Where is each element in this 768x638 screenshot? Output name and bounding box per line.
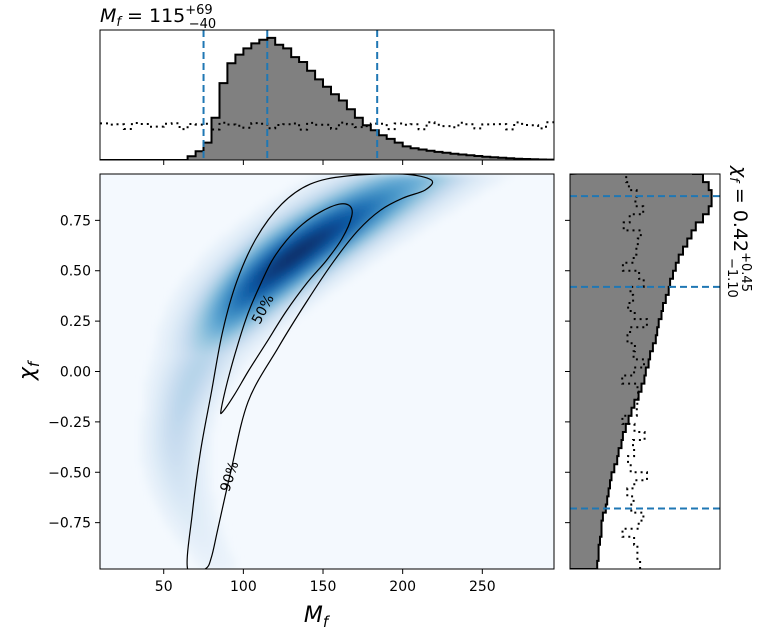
spin-posterior-outline bbox=[570, 174, 713, 569]
spin-title: χf = 0.42+0.45−1.10 bbox=[724, 165, 753, 298]
y-tick-label-2: 0.25 bbox=[60, 314, 91, 330]
y-axis-label: χf bbox=[15, 359, 43, 381]
y-tick-label-6: −0.75 bbox=[48, 516, 91, 532]
y-tick-label-0: 0.75 bbox=[60, 213, 91, 229]
mass-prior-outline bbox=[100, 121, 554, 131]
joint-panel: 50%90% 50 100 150 200 2500.750.500.250.00−0.… bbox=[15, 173, 555, 631]
density-heatmap bbox=[140, 174, 512, 569]
spin-prior-outline bbox=[621, 174, 648, 569]
spin-posterior-fill bbox=[570, 174, 712, 569]
x-tick-label-4: 250 bbox=[469, 579, 496, 595]
y-tick-label-5: −0.50 bbox=[48, 465, 91, 481]
density-cells bbox=[140, 174, 512, 569]
y-tick-label-4: −0.25 bbox=[48, 415, 91, 431]
x-tick-label-1: 100 bbox=[230, 579, 257, 595]
y-tick-label-1: 0.50 bbox=[60, 264, 91, 280]
x-axis-label: Mf bbox=[304, 603, 331, 631]
y-tick-label-3: 0.00 bbox=[60, 365, 91, 381]
right-marginal-panel: χf = 0.42+0.45−1.10 bbox=[565, 165, 753, 570]
contour-90 bbox=[186, 174, 434, 569]
x-tick-label-3: 200 bbox=[389, 579, 416, 595]
top-marginal-panel: Mf = 115+69 −40 bbox=[99, 3, 555, 165]
contour-50 bbox=[220, 203, 353, 415]
mass-posterior-outline bbox=[100, 36, 554, 160]
mass-title: Mf = 115+69 −40 bbox=[100, 3, 216, 32]
top-marginal-frame bbox=[99, 29, 555, 161]
x-tick-label-2: 150 bbox=[310, 579, 337, 595]
x-tick-label-0: 50 bbox=[155, 579, 173, 595]
